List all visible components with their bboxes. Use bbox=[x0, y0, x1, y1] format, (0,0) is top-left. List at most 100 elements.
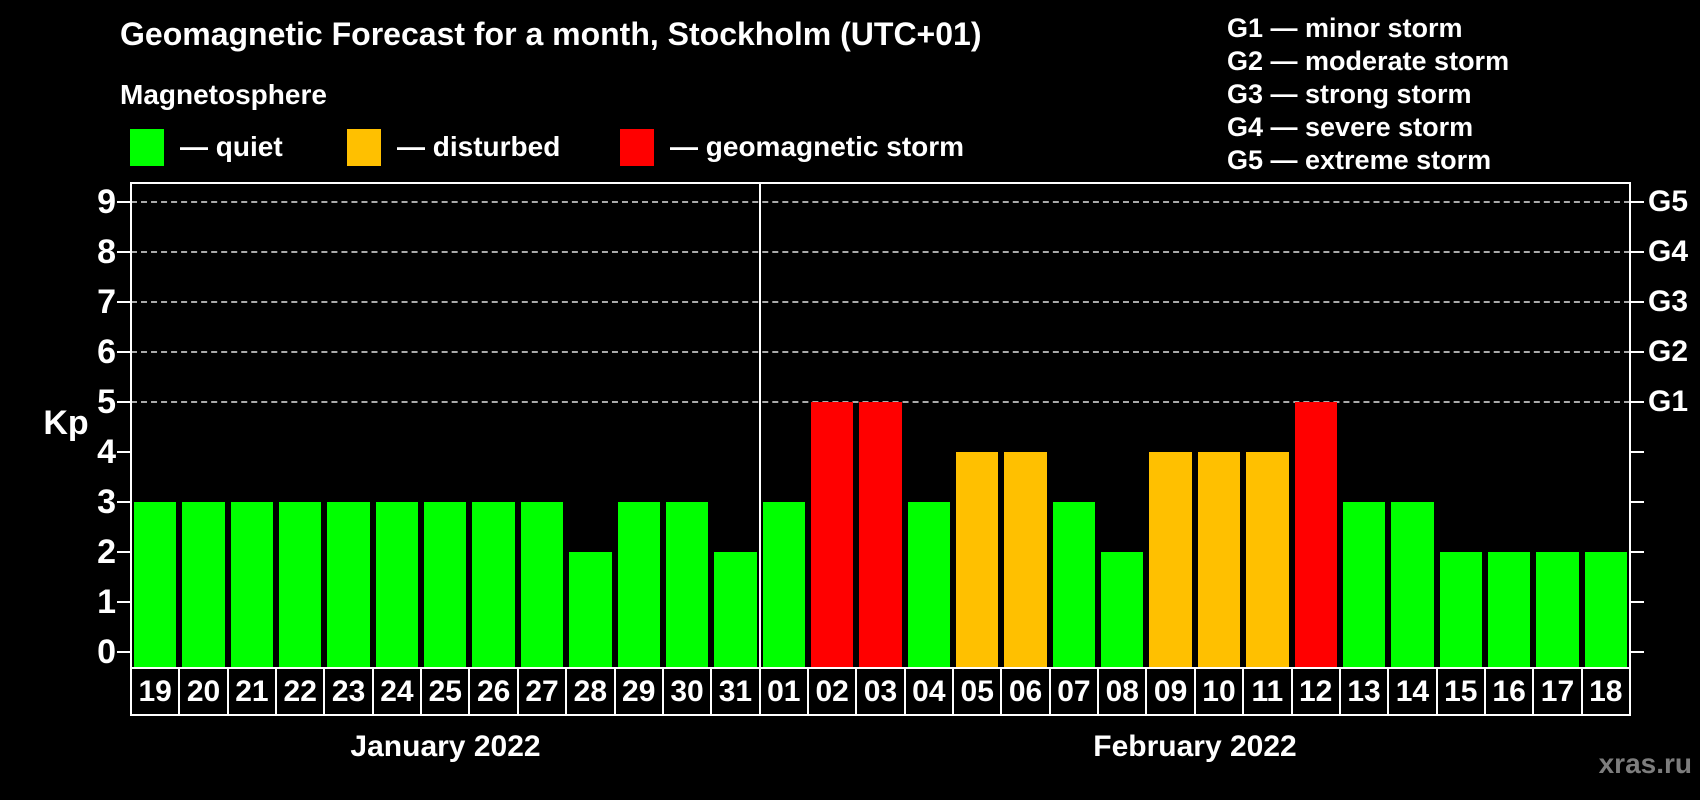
legend-item-storm: — geomagnetic storm bbox=[620, 127, 964, 167]
right-tick bbox=[1631, 501, 1644, 503]
y-tick-label: 9 bbox=[97, 183, 116, 221]
kp-bar bbox=[279, 502, 322, 667]
right-tick bbox=[1631, 251, 1644, 253]
storm-scale-legend: G1 — minor storm G2 — moderate storm G3 … bbox=[1227, 12, 1509, 177]
day-label-cell: 07 bbox=[1048, 667, 1100, 716]
y-tick-label: 1 bbox=[97, 583, 116, 621]
kp-bar bbox=[1197, 452, 1241, 667]
right-tick bbox=[1631, 451, 1644, 453]
right-tick bbox=[1631, 401, 1644, 403]
chart-subtitle: Magnetosphere bbox=[120, 79, 327, 110]
day-label-cell: 02 bbox=[806, 667, 858, 716]
left-tick bbox=[117, 451, 130, 453]
kp-bar bbox=[1439, 552, 1482, 667]
day-label-cell: 19 bbox=[130, 667, 181, 716]
y-tick-label: 7 bbox=[97, 283, 116, 321]
day-label-cell: 28 bbox=[565, 667, 616, 716]
day-label-cell: 13 bbox=[1338, 667, 1390, 716]
day-label-cell: 03 bbox=[855, 667, 906, 716]
left-tick bbox=[117, 251, 130, 253]
legend-label: — geomagnetic storm bbox=[670, 131, 965, 162]
day-label-cell: 12 bbox=[1290, 667, 1341, 716]
kp-bar bbox=[472, 502, 515, 667]
kp-bar bbox=[1101, 552, 1144, 667]
storm-scale-g4: G4 — severe storm bbox=[1227, 112, 1474, 142]
right-axis-line bbox=[1629, 182, 1631, 667]
day-label-cell: 04 bbox=[903, 667, 955, 716]
kp-bar bbox=[520, 502, 564, 667]
day-label-cell: 30 bbox=[661, 667, 713, 716]
legend-label: — quiet bbox=[180, 131, 283, 162]
kp-bar bbox=[1294, 402, 1337, 667]
y-tick-label: 5 bbox=[97, 383, 116, 421]
day-label-cell: 06 bbox=[1000, 667, 1051, 716]
right-axis-label-g2: G2 bbox=[1648, 335, 1689, 368]
month-label-february: February 2022 bbox=[1093, 730, 1297, 763]
kp-bar bbox=[1149, 452, 1192, 667]
day-label-cell: 17 bbox=[1532, 667, 1583, 716]
left-tick bbox=[117, 551, 130, 553]
storm-scale-g5: G5 — extreme storm bbox=[1227, 145, 1492, 175]
kp-bar bbox=[956, 452, 999, 667]
day-label-cell: 22 bbox=[275, 667, 326, 716]
kp-bar bbox=[810, 402, 854, 667]
day-label-cell: 25 bbox=[420, 667, 471, 716]
y-axis-title: Kp bbox=[43, 404, 89, 442]
kp-bar bbox=[1004, 452, 1047, 667]
quiet-color-swatch bbox=[130, 128, 164, 166]
y-tick-label: 8 bbox=[97, 233, 116, 271]
kp-bar bbox=[1536, 552, 1579, 667]
day-label-cell: 20 bbox=[178, 667, 229, 716]
gridline-kp7 bbox=[131, 301, 1630, 303]
storm-scale-g1: G1 — minor storm bbox=[1227, 13, 1463, 43]
kp-bar bbox=[569, 552, 612, 667]
y-tick-label: 6 bbox=[97, 333, 116, 371]
right-tick bbox=[1631, 651, 1644, 653]
watermark: xras.ru bbox=[1598, 748, 1692, 779]
kp-bar bbox=[762, 502, 805, 667]
day-label-cell: 11 bbox=[1242, 667, 1293, 716]
y-tick-label: 3 bbox=[97, 483, 116, 521]
legend-label: — disturbed bbox=[397, 131, 561, 162]
day-label-cell: 14 bbox=[1387, 667, 1438, 716]
month-label-january: January 2022 bbox=[350, 730, 541, 763]
y-tick-label: 0 bbox=[97, 633, 116, 671]
kp-bar bbox=[1052, 502, 1096, 667]
left-tick bbox=[117, 351, 130, 353]
right-tick bbox=[1631, 351, 1644, 353]
kp-bar bbox=[665, 502, 709, 667]
right-tick bbox=[1631, 601, 1644, 603]
right-axis-label-g5: G5 bbox=[1648, 185, 1689, 218]
kp-bar bbox=[1391, 502, 1434, 667]
left-tick bbox=[117, 651, 130, 653]
right-tick bbox=[1631, 301, 1644, 303]
kp-bar bbox=[859, 402, 902, 667]
right-axis-label-g3: G3 bbox=[1648, 285, 1689, 318]
left-tick bbox=[117, 201, 130, 203]
day-label-cell: 01 bbox=[758, 667, 809, 716]
kp-bar bbox=[375, 502, 419, 667]
day-label-cell: 27 bbox=[516, 667, 568, 716]
plot-top-border bbox=[130, 182, 1631, 184]
left-axis-line bbox=[130, 182, 132, 667]
right-axis-label-g4: G4 bbox=[1648, 235, 1689, 268]
day-label-cell: 10 bbox=[1193, 667, 1245, 716]
day-label-cell: 15 bbox=[1435, 667, 1486, 716]
day-label-cell: 18 bbox=[1580, 667, 1631, 716]
day-label-cell: 21 bbox=[226, 667, 278, 716]
day-label-cell: 09 bbox=[1145, 667, 1196, 716]
storm-scale-g2: G2 — moderate storm bbox=[1227, 46, 1510, 76]
kp-bar bbox=[182, 502, 225, 667]
month-separator bbox=[758, 182, 761, 667]
kp-bar bbox=[230, 502, 274, 667]
disturbed-color-swatch bbox=[347, 128, 381, 166]
kp-bar bbox=[1342, 502, 1386, 667]
y-tick-label: 4 bbox=[97, 433, 116, 471]
kp-bar bbox=[424, 502, 467, 667]
kp-bar bbox=[907, 502, 951, 667]
left-tick bbox=[117, 401, 130, 403]
gridline-kp8 bbox=[131, 251, 1630, 253]
day-label-cell: 23 bbox=[323, 667, 374, 716]
storm-scale-g3: G3 — strong storm bbox=[1227, 79, 1472, 109]
